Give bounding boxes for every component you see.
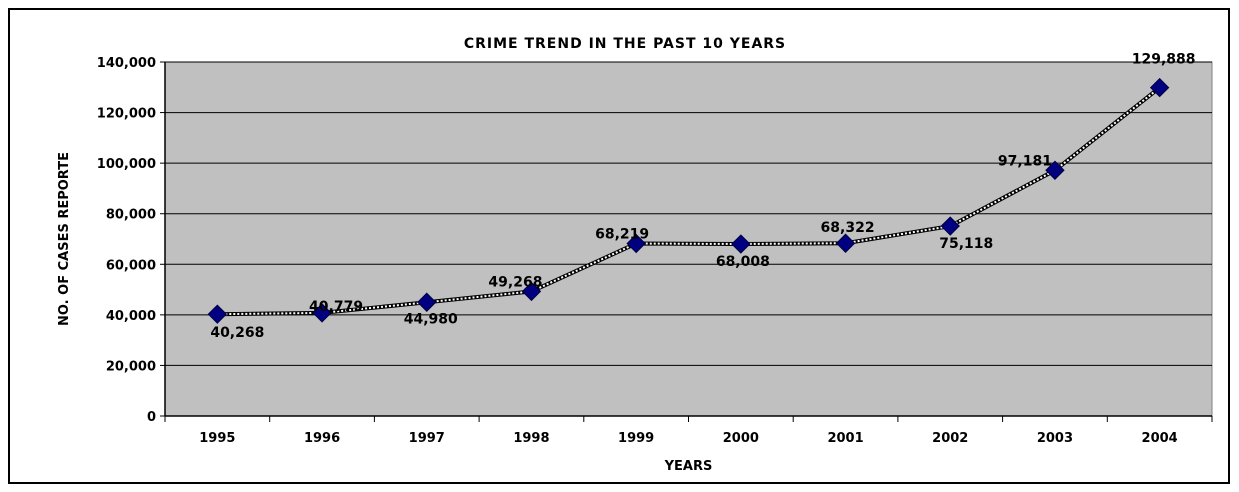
y-tick-label: 120,000 (97, 107, 156, 122)
data-point-2004 (1149, 77, 1170, 98)
data-point-1999 (626, 233, 646, 254)
data-label-1999: 68,219 (595, 227, 649, 243)
data-label-2002: 75,118 (939, 236, 993, 252)
line-chart: CRIME TREND IN THE PAST 10 YEARS 0 20,000… (57, 36, 1213, 474)
y-tick-label: 0 (147, 410, 156, 425)
data-point-1997 (417, 292, 437, 312)
chart-title: CRIME TREND IN THE PAST 10 YEARS (464, 36, 786, 52)
data-label-1996: 40,779 (309, 299, 363, 315)
data-label-2003: 97,181 (998, 153, 1052, 169)
data-label-2004: 129,888 (1132, 52, 1196, 68)
series-line (217, 86, 1161, 317)
y-tick-label: 20,000 (106, 359, 156, 374)
data-point-2000 (731, 234, 751, 254)
series-markers (207, 77, 1170, 324)
x-tick-label: 2002 (932, 431, 968, 446)
x-axis-title: YEARS (664, 459, 713, 474)
y-axis: 0 20,000 40,000 60,000 80,000 100,000 120,000 1… (97, 56, 166, 425)
data-label-1995: 40,268 (210, 325, 264, 341)
x-tick-label: 2001 (827, 431, 863, 446)
y-tick-label: 140,000 (97, 56, 156, 71)
y-tick-label: 100,000 (97, 157, 156, 172)
x-tick-label: 1999 (618, 431, 654, 446)
data-point-1995 (207, 304, 228, 324)
data-label-1998: 49,268 (488, 274, 542, 290)
data-point-2003 (1045, 160, 1065, 180)
gridlines (165, 61, 1212, 366)
x-tick-label: 2000 (723, 431, 759, 446)
y-tick-label: 60,000 (106, 258, 156, 273)
y-axis-title: NO. OF CASES REPORTE (57, 152, 72, 326)
data-label-1997: 44,980 (404, 311, 458, 327)
data-point-1998 (521, 281, 542, 302)
y-tick-label: 80,000 (106, 208, 156, 223)
data-labels: 40,268 40,779 44,980 49,268 68,219 68,008 68,3… (210, 52, 1195, 342)
x-tick-label: 1996 (304, 431, 340, 446)
data-label-2000: 68,008 (716, 254, 770, 270)
chart-frame: CRIME TREND IN THE PAST 10 YEARS 0 20,000… (8, 8, 1230, 484)
data-point-2002 (940, 216, 960, 236)
x-axis: 1995 1996 1997 1998 1999 2000 2001 2002 2003 2004 (164, 415, 1213, 446)
data-label-2001: 68,322 (821, 220, 875, 236)
series-line-fill (217, 86, 1161, 316)
data-point-2001 (835, 233, 856, 253)
x-tick-label: 1995 (199, 431, 235, 446)
data-point-1996 (312, 303, 332, 323)
plot-area (164, 61, 1213, 417)
x-tick-label: 2003 (1037, 431, 1073, 446)
x-tick-label: 2004 (1142, 431, 1178, 446)
x-tick-label: 1998 (513, 431, 549, 446)
x-tick-label: 1997 (409, 431, 445, 446)
y-tick-label: 40,000 (106, 309, 156, 324)
